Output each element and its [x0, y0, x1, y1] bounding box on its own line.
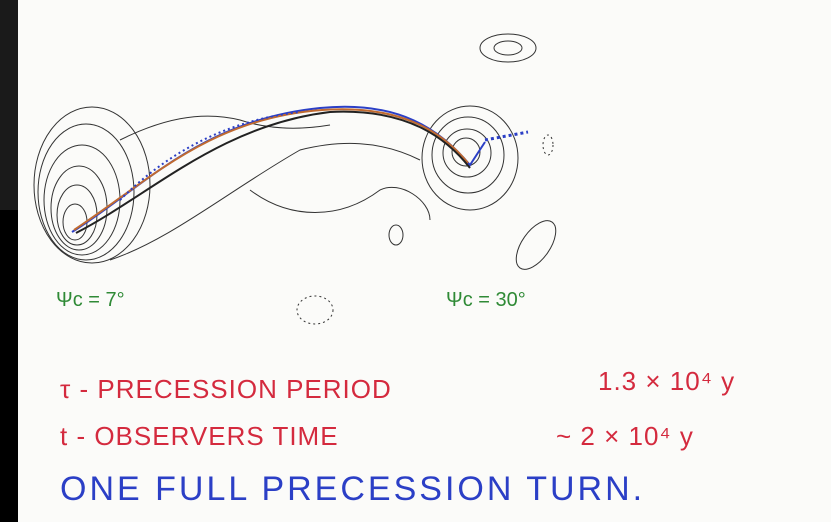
note-value: 1.3 × 10⁴ y: [598, 366, 735, 396]
paper-edge: [18, 0, 70, 210]
angle-right: Ψc = 30°: [446, 289, 526, 311]
precession-curves: [71, 105, 529, 234]
note-value: ~ 2 × 10⁴ y: [556, 421, 694, 451]
note-term: t - OBSERVERS TIME: [60, 421, 339, 451]
paper: [18, 0, 831, 522]
caption: ONE FULL PRECESSION TURN.: [60, 470, 645, 508]
note-term: τ - PRECESSION PERIOD: [60, 374, 392, 404]
contours: [33, 33, 557, 325]
angle-left: Ψc = 7°: [56, 289, 125, 311]
